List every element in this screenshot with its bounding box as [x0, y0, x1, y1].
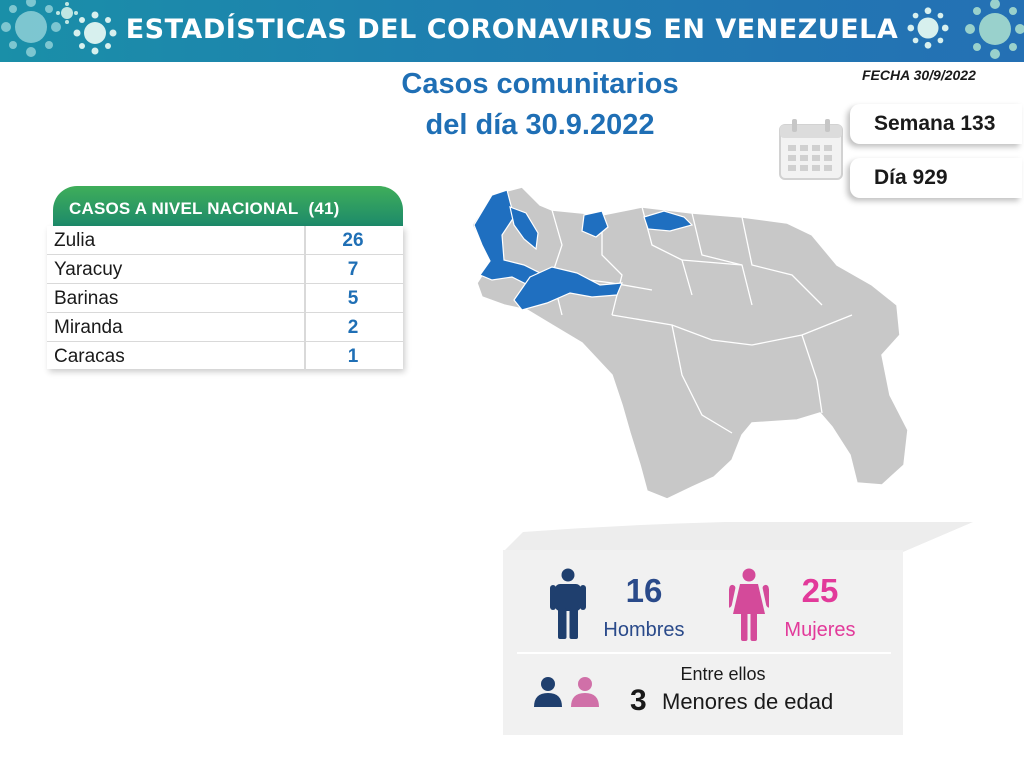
title-line-2: del día 30.9.2022 — [425, 109, 655, 141]
calendar-icon — [779, 119, 843, 180]
demographics-shadow — [503, 522, 973, 552]
among-them-label: Entre ellos — [680, 664, 766, 684]
map-state-yaracuy — [581, 210, 609, 238]
table-row: Yaracuy 7 — [47, 255, 403, 284]
minors-count: 3 — [630, 684, 647, 717]
page-title: Casos comunitarios del día 30.9.2022 — [380, 64, 700, 146]
minors-label: Menores de edad — [662, 689, 834, 714]
virus-icon — [1, 0, 61, 57]
day-badge: Día 929 — [850, 158, 1022, 198]
map-state-barinas — [513, 266, 623, 311]
state-name: Miranda — [54, 317, 123, 338]
men-count: 16 — [625, 572, 663, 609]
map-state-falcon-west — [509, 206, 539, 251]
header-banner: ESTADÍSTICAS DEL CORONAVIRUS EN VENEZUEL… — [0, 0, 1024, 62]
column-divider — [304, 255, 306, 283]
state-name: Barinas — [54, 288, 119, 309]
map-state-miranda-caracas — [643, 210, 694, 232]
virus-icon — [56, 2, 78, 24]
table-row: Barinas 5 — [47, 284, 403, 313]
case-count: 5 — [347, 288, 359, 309]
table-row: Miranda 2 — [47, 313, 403, 342]
virus-icon — [907, 7, 949, 49]
virus-icon — [965, 0, 1024, 59]
table-body: Zulia 26 Yaracuy 7 Barinas 5 Miranda 2 C… — [47, 226, 403, 371]
divider — [517, 652, 891, 654]
virus-icon — [73, 11, 117, 55]
map-state-borders — [551, 206, 853, 434]
woman-icon — [729, 568, 769, 641]
table-header-label: CASOS A NIVEL NACIONAL — [69, 199, 299, 218]
column-divider — [304, 284, 306, 312]
case-count: 7 — [347, 259, 359, 280]
venezuela-map — [471, 186, 909, 500]
column-divider — [304, 342, 306, 370]
map-country-base — [471, 186, 909, 500]
week-badge: Semana 133 — [850, 104, 1022, 144]
case-count: 1 — [347, 346, 359, 367]
case-count: 2 — [347, 317, 359, 338]
table-header: CASOS A NIVEL NACIONAL (41) — [53, 186, 403, 226]
table-header-total: (41) — [308, 199, 340, 218]
banner-title: ESTADÍSTICAS DEL CORONAVIRUS EN VENEZUEL… — [125, 14, 899, 45]
women-label: Mujeres — [784, 619, 856, 641]
table-row: Zulia 26 — [47, 226, 403, 255]
report-date: FECHA 30/9/2022 — [862, 67, 976, 83]
state-name: Zulia — [54, 230, 96, 251]
man-icon — [550, 568, 586, 639]
state-name: Yaracuy — [54, 259, 123, 280]
women-count: 25 — [801, 572, 839, 609]
case-count: 26 — [342, 230, 364, 251]
national-cases-table: CASOS A NIVEL NACIONAL (41) Zulia 26 Yara… — [47, 186, 405, 371]
state-name: Caracas — [54, 346, 125, 367]
column-divider — [304, 313, 306, 341]
title-line-1: Casos comunitarios — [401, 68, 679, 100]
men-label: Hombres — [603, 619, 685, 641]
column-divider — [304, 226, 306, 254]
table-row: Caracas 1 — [47, 342, 403, 371]
minors-icon — [534, 677, 599, 707]
